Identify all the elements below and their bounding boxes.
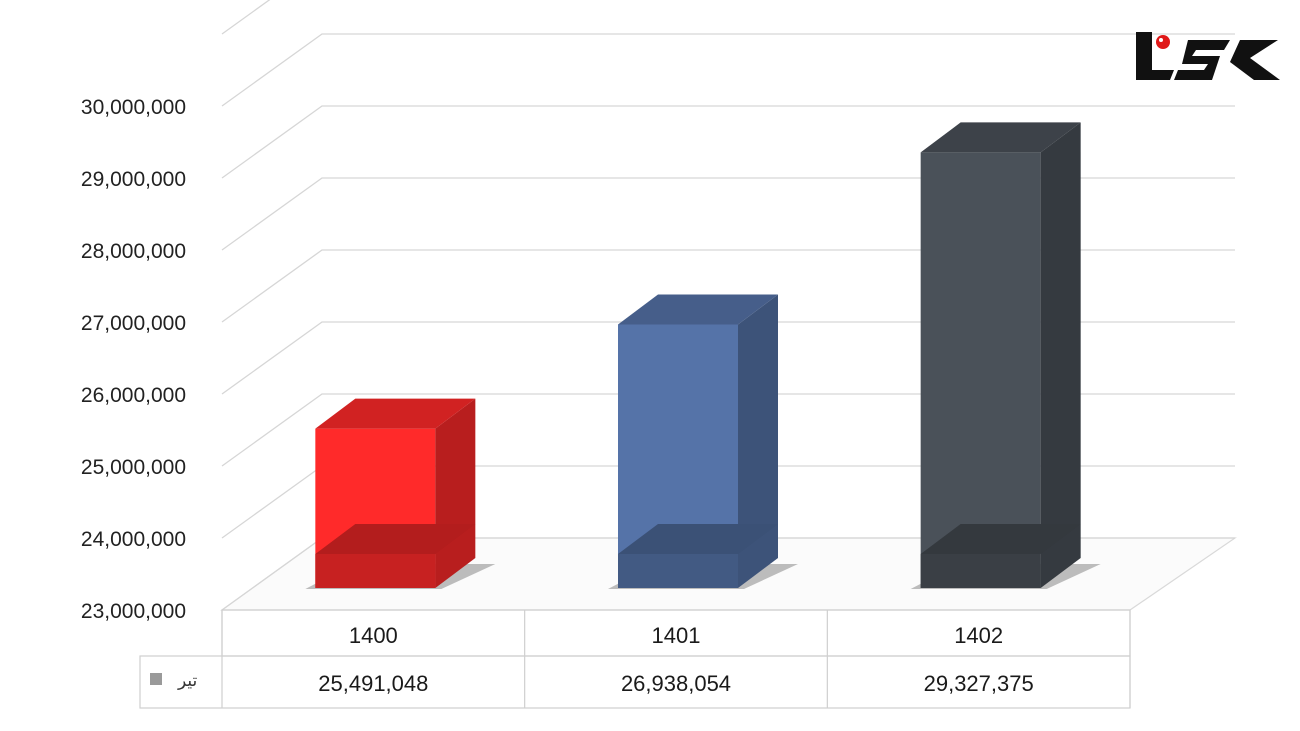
y-axis-ticks: 23,000,000 24,000,000 25,000,000 26,000,000… bbox=[81, 96, 186, 623]
data-table: 1400 25,491,048 1401 26,938,054 1402 29,327,3… bbox=[139, 609, 1131, 709]
x-category-label: 1400 bbox=[349, 623, 398, 648]
y-tick-label: 23,000,000 bbox=[81, 600, 186, 623]
gridline bbox=[221, 0, 271, 35]
logo-mark-black-1 bbox=[1136, 32, 1174, 80]
brand-logo bbox=[1136, 32, 1280, 80]
x-category-label: 1402 bbox=[954, 623, 1003, 648]
bar-1402 bbox=[910, 122, 1101, 589]
gridline bbox=[221, 105, 1235, 179]
y-tick-label: 26,000,000 bbox=[81, 384, 186, 407]
y-tick-label: 30,000,000 bbox=[81, 96, 186, 119]
gridline bbox=[221, 177, 1235, 251]
data-label: 25,491,048 bbox=[318, 671, 428, 696]
logo-mark-black-2 bbox=[1174, 40, 1230, 80]
y-tick-label: 28,000,000 bbox=[81, 240, 186, 263]
y-tick-label: 25,000,000 bbox=[81, 456, 186, 479]
legend-series-name: تیر bbox=[177, 671, 198, 691]
y-tick-label: 29,000,000 bbox=[81, 168, 186, 191]
logo-mark-red-dot bbox=[1156, 35, 1170, 49]
bars bbox=[305, 122, 1101, 589]
bar-1400 bbox=[305, 398, 496, 589]
legend-marker bbox=[150, 673, 162, 685]
y-tick-label: 24,000,000 bbox=[81, 528, 186, 551]
gridline bbox=[221, 33, 1235, 107]
data-label: 29,327,375 bbox=[924, 671, 1034, 696]
bar-1401 bbox=[608, 294, 798, 589]
data-label: 26,938,054 bbox=[621, 671, 731, 696]
logo-mark-black-3 bbox=[1230, 40, 1280, 80]
x-category-label: 1401 bbox=[652, 623, 701, 648]
y-tick-label: 27,000,000 bbox=[81, 312, 186, 335]
